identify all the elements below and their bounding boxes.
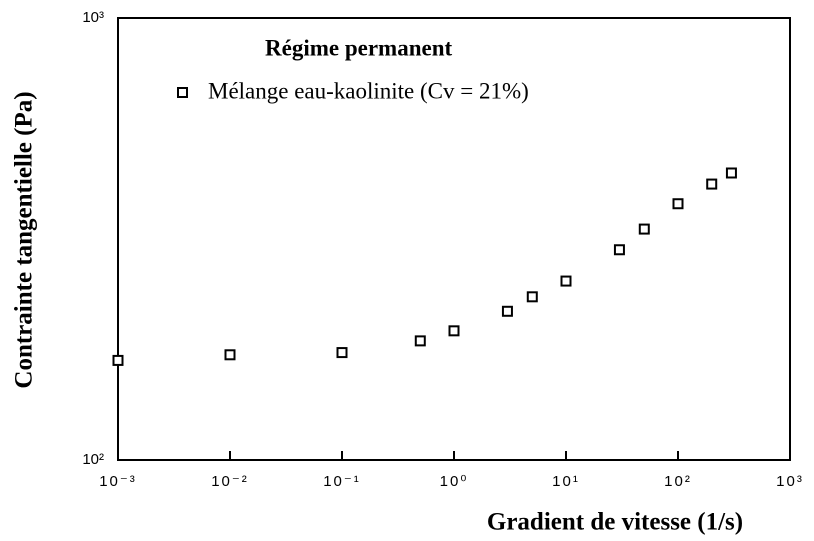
data-point [501, 305, 513, 317]
x-tick-label: 10⁰ [440, 473, 469, 490]
x-tick-label: 10² [664, 473, 692, 490]
data-point [706, 178, 718, 190]
data-point [560, 275, 572, 287]
y-tick-label: 10³ [82, 9, 104, 26]
data-point [414, 335, 426, 347]
legend-marker [177, 87, 188, 98]
data-point [336, 347, 348, 359]
legend-label: Mélange eau-kaolinite (Cv = 21%) [208, 78, 529, 103]
data-point [526, 291, 538, 303]
x-tick-label: 10⁻¹ [323, 473, 361, 490]
legend-title: Régime permanent [265, 35, 452, 60]
y-axis-label: Contrainte tangentielle (Pa) [11, 91, 38, 388]
data-point [672, 198, 684, 210]
data-point [725, 167, 737, 179]
data-point [638, 223, 650, 235]
x-tick-label: 10³ [776, 473, 804, 490]
y-tick-label: 10² [82, 451, 104, 468]
x-axis-label: Gradient de vitesse (1/s) [487, 509, 743, 536]
x-tick-label: 10⁻³ [99, 473, 137, 490]
data-point [448, 325, 460, 337]
x-tick-label: 10⁻² [211, 473, 249, 490]
data-point [112, 354, 124, 366]
data-point [224, 349, 236, 361]
data-point [613, 244, 625, 256]
x-tick-label: 10¹ [552, 473, 580, 490]
